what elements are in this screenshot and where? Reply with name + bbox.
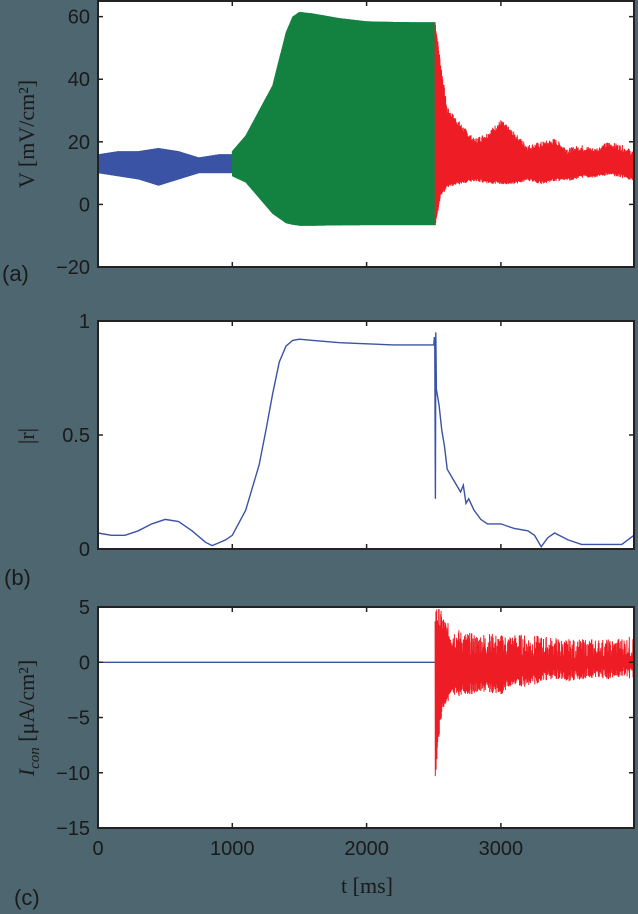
x-tick-label: 2000 <box>344 838 389 860</box>
panel-b-order-parameter-plot: 00.51 |r| (b) <box>4 311 635 590</box>
x-tick-label: 3000 <box>479 838 524 860</box>
y-tick-label: −15 <box>56 818 90 840</box>
y-tick-label: 60 <box>68 7 90 29</box>
oscillation-trace <box>434 608 635 777</box>
plot-area-b <box>98 321 634 549</box>
y-tick-label: −10 <box>56 763 90 785</box>
x-tick-label: 0 <box>92 838 103 860</box>
axis-ticks-b: 00.51 <box>62 311 634 561</box>
control-current-trace <box>98 608 635 777</box>
oscillation-trace <box>231 11 436 226</box>
y-tick-label: 0 <box>79 652 90 674</box>
y-tick-label: −5 <box>67 708 90 730</box>
panel-a-voltage-plot: −20 0 20 40 60 V [mV/cm²] (a) <box>2 0 635 286</box>
voltage-traces <box>97 11 635 226</box>
panel-label-a: (a) <box>2 261 29 286</box>
x-axis-label: t [ms] <box>341 873 393 898</box>
panel-label-c: (c) <box>14 885 40 910</box>
y-tick-label: 20 <box>68 132 90 154</box>
y-tick-label: 5 <box>79 597 90 619</box>
y-axis-label-c: Icon [μA/cm²] <box>14 660 43 777</box>
order-parameter-trace <box>97 332 635 548</box>
y-axis-label-a: V [mV/cm²] <box>14 80 39 188</box>
oscillation-trace <box>434 22 635 226</box>
y-tick-label: 0.5 <box>62 425 90 447</box>
axis-ticks-c: −15 −10 −5 0 5 0 1000 2000 3000 <box>56 597 634 860</box>
oscillation-trace <box>97 148 233 186</box>
axis-ticks-a: −20 0 20 40 60 <box>56 1 634 279</box>
y-tick-label: 40 <box>68 69 90 91</box>
plot-area-c <box>98 607 634 828</box>
panel-c-control-current-plot: −15 −10 −5 0 5 0 1000 2000 3000 Icon [μA/cm²] (c… <box>14 597 635 910</box>
line-trace <box>97 332 635 548</box>
x-tick-label: 1000 <box>210 838 255 860</box>
y-axis-label-b: |r| <box>14 428 39 444</box>
panel-label-b: (b) <box>4 565 31 590</box>
y-tick-label: −20 <box>56 257 90 279</box>
y-tick-label: 1 <box>79 311 90 333</box>
y-tick-label: 0 <box>79 539 90 561</box>
y-tick-label: 0 <box>79 194 90 216</box>
